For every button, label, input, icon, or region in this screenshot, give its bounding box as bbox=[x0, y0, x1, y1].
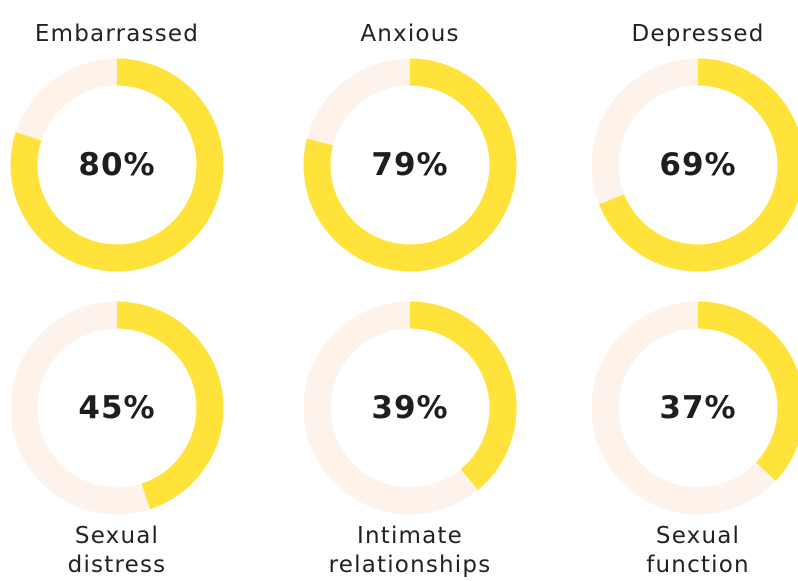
donut-title: Sexual function bbox=[646, 523, 750, 578]
value-label: 69% bbox=[659, 147, 737, 183]
value-label: 45% bbox=[78, 390, 156, 426]
donut-title: Intimate relationships bbox=[328, 523, 492, 578]
donut-title: Sexual distress bbox=[67, 523, 167, 578]
value-label: 79% bbox=[371, 147, 449, 183]
ring-arc bbox=[409, 301, 517, 491]
donut-title: Depressed bbox=[631, 21, 765, 47]
ring-arc bbox=[697, 301, 798, 481]
donut-title: Embarrassed bbox=[34, 21, 200, 47]
value-label: 80% bbox=[78, 147, 156, 183]
ring-arc bbox=[303, 58, 517, 272]
ring-arc bbox=[598, 58, 798, 272]
value-label: 37% bbox=[659, 390, 737, 426]
ring-arc bbox=[116, 301, 224, 510]
donut-title: Anxious bbox=[360, 21, 460, 47]
value-label: 39% bbox=[371, 390, 449, 426]
ring-arc bbox=[10, 58, 224, 272]
